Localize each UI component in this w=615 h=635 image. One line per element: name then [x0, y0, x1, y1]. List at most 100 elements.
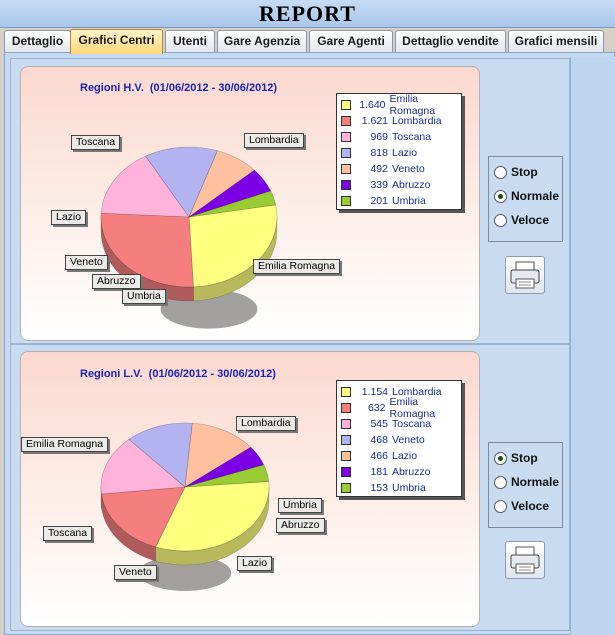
legend-entry: 1.621 Lombardia: [341, 113, 461, 129]
radio-dot: [494, 499, 507, 513]
pie-slice: [188, 204, 278, 288]
legend-swatch: [341, 100, 351, 110]
radio-veloce[interactable]: Veloce: [489, 494, 562, 518]
slice-label: Lazio: [237, 556, 273, 571]
radio-dot: [494, 165, 507, 179]
legend-label: Veneto: [392, 163, 425, 175]
panel-lv: Regioni L.V. (01/06/2012 - 30/06/2012) 1…: [10, 344, 570, 631]
legend-swatch: [341, 467, 351, 477]
legend-entry: 545 Toscana: [341, 416, 461, 432]
slice-label: Lombardia: [236, 416, 296, 431]
legend-entry: 201 Umbria: [341, 193, 461, 209]
slice-label: Lombardia: [244, 133, 304, 148]
legend-value: 181: [370, 466, 388, 478]
tab-grafici-mensili[interactable]: Grafici mensili: [508, 30, 604, 52]
legend-value: 492: [370, 163, 388, 175]
legend-label: Abruzzo: [392, 179, 431, 191]
legend-value: 632: [368, 402, 386, 414]
tab-gare-agenzia[interactable]: Gare Agenzia: [217, 30, 307, 52]
pie-slice: [100, 438, 186, 495]
window-title-bar: REPORT: [0, 0, 615, 28]
legend-label: Lazio: [392, 450, 418, 462]
legend-value: 466: [370, 450, 388, 462]
tab-dettaglio-vendite[interactable]: Dettaglio vendite: [395, 30, 506, 52]
slice-label: Umbria: [278, 498, 322, 513]
right-strip: [570, 57, 615, 635]
print-button[interactable]: [505, 256, 545, 294]
legend-value: 969: [370, 131, 388, 143]
legend-value: 1.621: [361, 115, 388, 127]
tab-gare-agenti[interactable]: Gare Agenti: [309, 30, 393, 52]
legend-entry: 181 Abruzzo: [341, 464, 461, 480]
legend-label: Lazio: [392, 147, 418, 159]
legend-entry: 1.154 Lombardia: [341, 384, 461, 400]
radio-stop[interactable]: Stop: [489, 160, 562, 184]
slice-label: Lazio: [51, 210, 87, 225]
slice-label: Toscana: [71, 135, 121, 150]
legend-swatch: [341, 132, 351, 142]
legend-value: 468: [370, 434, 388, 446]
slice-label: Veneto: [65, 255, 108, 270]
legend-label: Emilia Romagna: [389, 396, 436, 420]
slice-label: Abruzzo: [92, 274, 141, 289]
legend-entry: 1.640 Emilia Romagna: [341, 93, 461, 117]
printer-icon: [510, 261, 540, 289]
legend-label: Emilia Romagna: [389, 93, 436, 117]
radio-normale[interactable]: Normale: [489, 184, 562, 208]
legend-entry: 969 Toscana: [341, 129, 461, 145]
radio-normale[interactable]: Normale: [489, 470, 562, 494]
pie-shadow: [138, 555, 232, 591]
legend-swatch: [341, 148, 351, 158]
legend-swatch: [341, 451, 351, 461]
legend-label: Umbria: [392, 195, 426, 207]
radio-dot: [494, 213, 507, 227]
pie-slice: [100, 212, 194, 288]
tab-grafici-centri[interactable]: Grafici Centri: [70, 29, 163, 54]
printer-icon: [510, 546, 540, 574]
legend-swatch: [341, 180, 351, 190]
pie-chart-hv: [100, 146, 278, 329]
legend-swatch: [341, 196, 351, 206]
legend-lv: 1.154 Lombardia 632 Emilia Romagna 545 Toscan…: [336, 380, 462, 497]
legend-swatch: [341, 387, 351, 397]
radio-veloce[interactable]: Veloce: [489, 208, 562, 232]
window-title: REPORT: [259, 1, 356, 26]
panel-hv: Regioni H.V. (01/06/2012 - 30/06/2012) 1…: [10, 58, 570, 344]
legend-hv: 1.640 Emilia Romagna 1.621 Lombardia 969 Tosc…: [336, 93, 462, 210]
legend-label: Abruzzo: [392, 466, 431, 478]
legend-entry: 468 Veneto: [341, 432, 461, 448]
legend-label: Toscana: [392, 131, 432, 143]
pie-slice: [188, 169, 272, 218]
slice-label: Umbria: [122, 289, 166, 304]
pie-chart-lv: [100, 422, 270, 591]
legend-value: 818: [370, 147, 388, 159]
legend-entry: 632 Emilia Romagna: [341, 396, 461, 420]
legend-entry: 153 Umbria: [341, 480, 461, 496]
tab-utenti[interactable]: Utenti: [165, 30, 215, 52]
slice-label: Emilia Romagna: [253, 259, 341, 274]
speed-group-hv: Stop Normale Veloce: [488, 156, 563, 242]
legend-label: Lombardia: [392, 386, 442, 398]
chart-title-lv: Regioni L.V. (01/06/2012 - 30/06/2012): [80, 368, 276, 380]
speed-group-lv: Stop Normale Veloce: [488, 442, 563, 528]
print-button[interactable]: [505, 541, 545, 579]
legend-swatch: [341, 483, 351, 493]
slice-label: Abruzzo: [276, 518, 325, 533]
legend-entry: 339 Abruzzo: [341, 177, 461, 193]
legend-value: 1.640: [359, 99, 386, 111]
legend-swatch: [341, 419, 351, 429]
legend-entry: 492 Veneto: [341, 161, 461, 177]
tab-dettaglio[interactable]: Dettaglio: [4, 30, 71, 52]
chart-title-hv: Regioni H.V. (01/06/2012 - 30/06/2012): [80, 82, 278, 94]
legend-value: 339: [370, 179, 388, 191]
pie-slice: [145, 146, 218, 218]
legend-label: Toscana: [392, 418, 432, 430]
legend-value: 1.154: [361, 386, 388, 398]
pie-slice: [184, 446, 265, 488]
radio-stop[interactable]: Stop: [489, 446, 562, 470]
pie-slice: [184, 464, 270, 488]
pie-slice: [155, 481, 270, 552]
legend-value: 545: [370, 418, 388, 430]
slice-label: Emilia Romagna: [21, 437, 109, 452]
radio-dot: [494, 451, 507, 465]
